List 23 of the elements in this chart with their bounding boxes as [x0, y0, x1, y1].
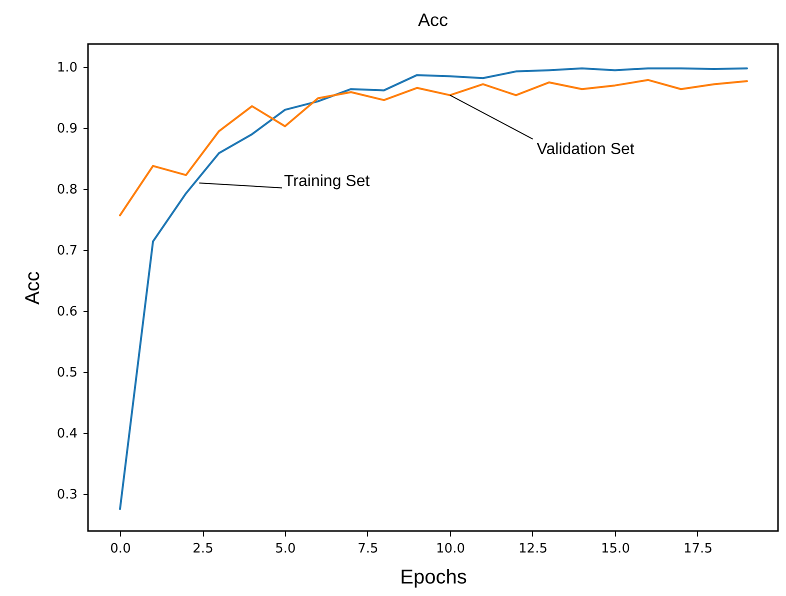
y-tick-label: 0.9 — [56, 122, 78, 137]
line-series — [119, 78, 748, 216]
y-tick-label: 0.7 — [56, 244, 78, 259]
x-tick-label: 15.0 — [601, 542, 630, 556]
x-tick-label: 2.5 — [192, 542, 214, 556]
annotation: Validation Set — [536, 141, 635, 158]
y-tick-label: 0.8 — [56, 182, 78, 198]
x-tick-label: 10.0 — [436, 542, 465, 556]
x-tick-label: 7.5 — [358, 542, 378, 556]
x-tick-label: 5.0 — [275, 542, 296, 556]
line-series — [119, 67, 748, 510]
x-tick-label: 12.5 — [518, 542, 548, 556]
y-tick-label: 0.5 — [56, 365, 78, 380]
y-axis-title: Acc — [22, 271, 44, 305]
x-tick-label: 0.0 — [110, 542, 131, 556]
x-tick-label: 17.5 — [684, 542, 712, 556]
y-tick-label: 0.4 — [56, 426, 78, 442]
annotation: Training Set — [284, 172, 370, 190]
chart-title: Acc — [418, 10, 448, 30]
y-tick-label: 0.3 — [56, 487, 78, 502]
x-axis-title: Epochs — [400, 566, 467, 588]
y-tick-label: 1.0 — [56, 60, 78, 76]
y-tick-label: 0.6 — [56, 304, 78, 320]
